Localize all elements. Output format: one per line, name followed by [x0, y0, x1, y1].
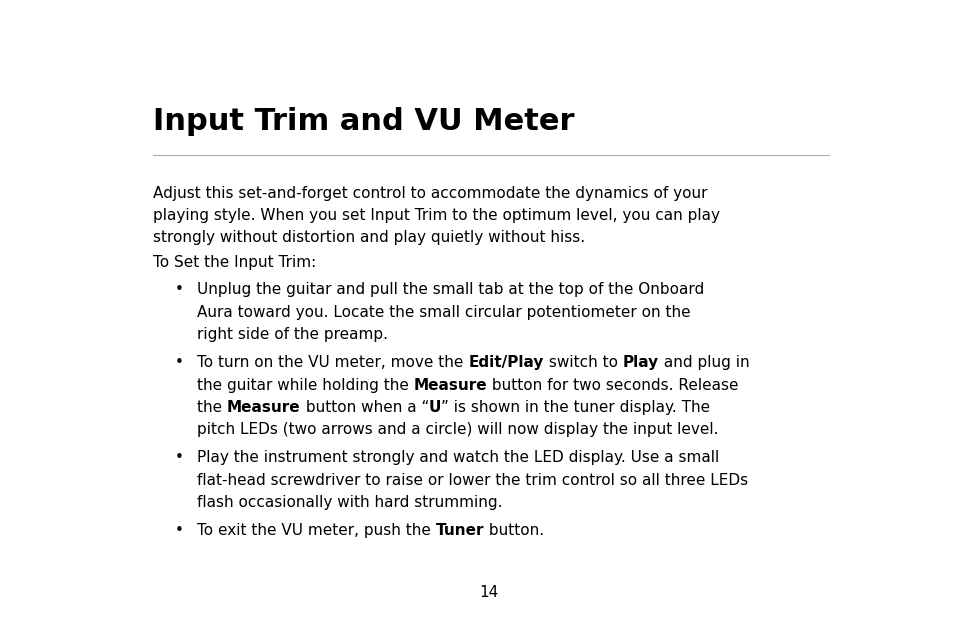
Text: button when a “: button when a “	[300, 400, 429, 415]
Text: button for two seconds. Release: button for two seconds. Release	[487, 378, 738, 392]
Text: Input Trim and VU Meter: Input Trim and VU Meter	[152, 107, 574, 136]
Text: 14: 14	[478, 586, 498, 600]
Text: •: •	[174, 523, 183, 538]
Text: Unplug the guitar and pull the small tab at the top of the Onboard: Unplug the guitar and pull the small tab…	[196, 283, 703, 297]
Text: ” is shown in the tuner display. The: ” is shown in the tuner display. The	[441, 400, 710, 415]
Text: U: U	[429, 400, 441, 415]
Text: the guitar while holding the: the guitar while holding the	[196, 378, 414, 392]
Text: and plug in: and plug in	[658, 355, 748, 370]
Text: flash occasionally with hard strumming.: flash occasionally with hard strumming.	[196, 495, 502, 510]
Text: Play: Play	[621, 355, 658, 370]
Text: Edit/Play: Edit/Play	[468, 355, 543, 370]
Text: To exit the VU meter, push the: To exit the VU meter, push the	[196, 523, 436, 538]
Text: Aura toward you. Locate the small circular potentiometer on the: Aura toward you. Locate the small circul…	[196, 305, 690, 320]
Text: button.: button.	[483, 523, 543, 538]
Text: pitch LEDs (two arrows and a circle) will now display the input level.: pitch LEDs (two arrows and a circle) wil…	[196, 422, 718, 437]
Text: Tuner: Tuner	[436, 523, 483, 538]
Text: strongly without distortion and play quietly without hiss.: strongly without distortion and play qui…	[152, 230, 584, 246]
Text: right side of the preamp.: right side of the preamp.	[196, 327, 388, 342]
Text: Play the instrument strongly and watch the LED display. Use a small: Play the instrument strongly and watch t…	[196, 450, 719, 465]
Text: •: •	[174, 283, 183, 297]
Text: Adjust this set-and-forget control to accommodate the dynamics of your: Adjust this set-and-forget control to ac…	[152, 186, 706, 201]
Text: •: •	[174, 450, 183, 465]
Text: To turn on the VU meter, move the: To turn on the VU meter, move the	[196, 355, 468, 370]
Text: the: the	[196, 400, 227, 415]
Text: Measure: Measure	[227, 400, 300, 415]
Text: Measure: Measure	[414, 378, 487, 392]
Text: playing style. When you set Input Trim to the optimum level, you can play: playing style. When you set Input Trim t…	[152, 208, 719, 223]
Text: flat-head screwdriver to raise or lower the trim control so all three LEDs: flat-head screwdriver to raise or lower …	[196, 473, 747, 487]
Text: To Set the Input Trim:: To Set the Input Trim:	[152, 255, 315, 270]
Text: •: •	[174, 355, 183, 370]
Text: switch to: switch to	[543, 355, 621, 370]
